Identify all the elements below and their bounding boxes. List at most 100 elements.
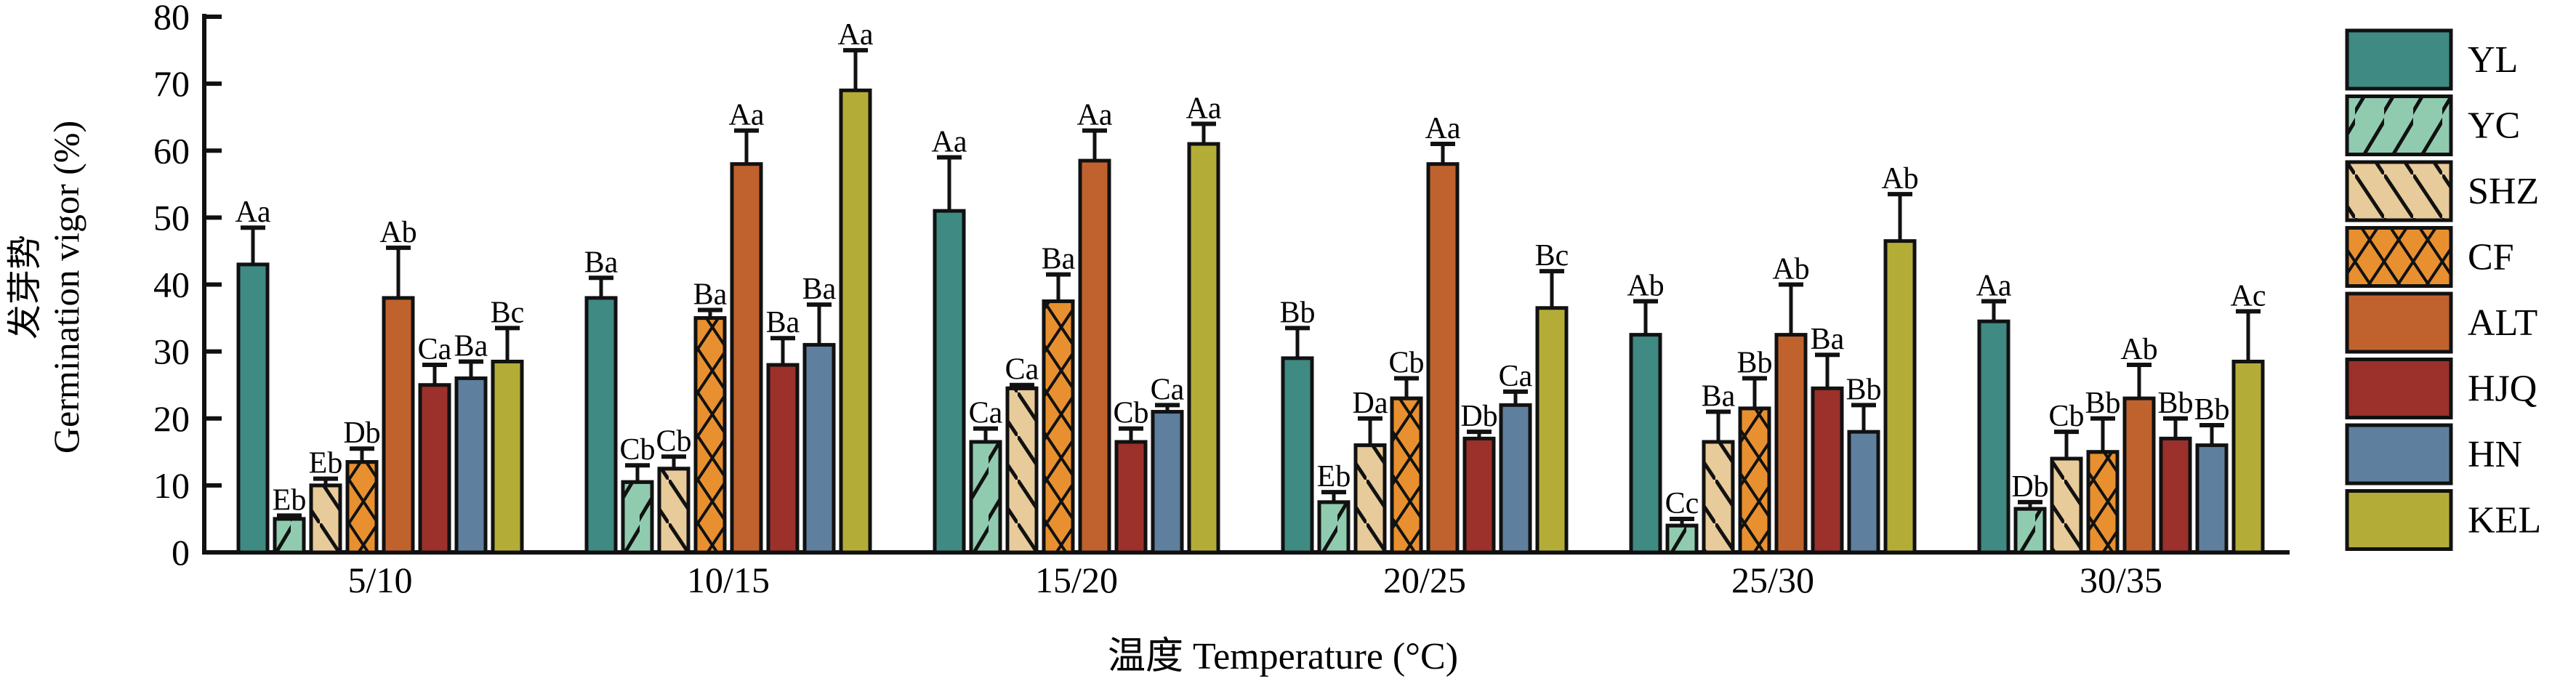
legend-label: HJQ <box>2468 368 2537 410</box>
x-tick-label: 10/15 <box>687 560 770 600</box>
significance-label: Cb <box>656 424 691 458</box>
legend-label: YC <box>2468 105 2520 147</box>
significance-label: Da <box>1353 387 1388 420</box>
legend-item-yl: YL <box>2345 28 2518 91</box>
bar-pattern <box>1005 386 1039 555</box>
bar-pattern <box>1738 406 1771 555</box>
significance-label: Ca <box>1151 373 1185 406</box>
significance-label: Bb <box>1846 373 1881 406</box>
bar-hjq <box>2159 436 2192 555</box>
y-tick-label: 60 <box>153 130 190 171</box>
y-tick-label: 70 <box>153 63 190 104</box>
bar-kel <box>1535 306 1569 555</box>
significance-label: Bb <box>2194 393 2229 427</box>
significance-label: Bb <box>2157 387 2193 420</box>
legend-label: HN <box>2468 434 2522 475</box>
significance-label: Eb <box>1317 460 1351 493</box>
bar-yl <box>1977 319 2011 555</box>
significance-label: Ba <box>802 273 837 306</box>
bar-alt <box>1426 162 1460 555</box>
legend-swatch <box>2345 358 2453 419</box>
legend-label: ALT <box>2468 302 2537 344</box>
significance-label: Aa <box>1077 99 1113 132</box>
significance-label: Cb <box>1113 397 1148 430</box>
bar-pattern <box>1665 523 1699 555</box>
bar-kel <box>1883 239 1917 555</box>
bar-hn <box>802 342 836 555</box>
significance-label: Ca <box>418 333 452 366</box>
legend-item-yc: YC <box>2345 94 2520 156</box>
bar-kel <box>491 359 524 555</box>
legend-swatch <box>2345 423 2453 485</box>
bar-hjq <box>1114 440 1148 555</box>
legend-label: KEL <box>2468 500 2541 541</box>
legend-swatch-pattern <box>2345 160 2453 222</box>
significance-label: Ca <box>1005 353 1039 387</box>
bar-hjq <box>766 363 800 555</box>
significance-label: Ba <box>1042 243 1076 276</box>
significance-label: Ba <box>766 306 800 339</box>
significance-label: Aa <box>838 18 874 52</box>
bar-kel <box>2231 359 2265 555</box>
y-tick-label: 40 <box>153 265 190 305</box>
legend: YL YC SHZ CF ALT HJQ HN KEL <box>2345 28 2541 551</box>
y-tick-label: 20 <box>153 398 190 439</box>
y-axis-label: Germination vigor (%) <box>46 121 86 454</box>
legend-label: CF <box>2468 237 2514 278</box>
significance-label: Ab <box>379 216 416 249</box>
bar-hn <box>2195 443 2229 555</box>
significance-label: Bb <box>1736 346 1772 379</box>
bar-hjq <box>1462 436 1496 555</box>
significance-label: Ab <box>1627 270 1664 303</box>
bar-hn <box>1847 430 1880 555</box>
bar-yl <box>584 296 618 555</box>
significance-label: Ac <box>2231 279 2266 313</box>
axes: 0 10 20 30 40 50 60 70 80 5/10 10/15 15/20 20/25 25/3… <box>153 0 2290 600</box>
bar-pattern <box>2050 456 2083 555</box>
bar-pattern <box>693 316 727 555</box>
significance-label: Aa <box>932 125 967 158</box>
legend-label: SHZ <box>2468 171 2539 212</box>
significance-label: Db <box>2011 470 2048 504</box>
significance-label: Ba <box>584 246 619 279</box>
legend-item-kel: KEL <box>2345 489 2541 551</box>
bar-pattern <box>621 480 654 555</box>
bar-yl <box>933 209 966 555</box>
significance-label: Ba <box>454 329 488 363</box>
significance-label: Eb <box>309 447 343 480</box>
significance-label: Aa <box>729 99 765 132</box>
bar-pattern <box>1390 396 1423 555</box>
bar-kel <box>1187 142 1220 555</box>
y-tick-label: 10 <box>153 465 190 506</box>
bar-pattern <box>273 517 306 555</box>
legend-label: YL <box>2468 39 2518 81</box>
legend-swatch-pattern <box>2345 94 2453 156</box>
y-tick-label: 50 <box>153 197 190 238</box>
legend-swatch <box>2345 489 2453 551</box>
legend-item-hn: HN <box>2345 423 2522 485</box>
legend-swatch <box>2345 28 2453 91</box>
bar-pattern <box>1702 440 1735 555</box>
bar-alt <box>2122 396 2156 555</box>
significance-label: Aa <box>1425 112 1461 145</box>
bar-alt <box>1078 158 1111 555</box>
significance-label: Cb <box>619 433 655 467</box>
bar-alt <box>382 296 415 555</box>
bar-yl <box>1629 333 1662 555</box>
bar-hjq <box>1811 386 1844 555</box>
x-tick-label: 25/30 <box>1731 560 1814 600</box>
significance-label: Bb <box>2085 387 2120 420</box>
bar-pattern <box>309 483 342 555</box>
y-tick-label: 0 <box>172 532 190 573</box>
x-tick-label: 30/35 <box>2080 560 2162 600</box>
significance-label: Bc <box>1535 239 1569 273</box>
x-tick-label: 15/20 <box>1035 560 1118 600</box>
significance-label: Db <box>343 416 380 450</box>
significance-label: Aa <box>1976 270 2012 303</box>
legend-swatch-pattern <box>2345 226 2453 288</box>
bar-pattern <box>657 467 691 555</box>
bar-hn <box>454 376 488 555</box>
y-axis-label-cn: 发芽势 <box>6 235 44 339</box>
bar-pattern <box>1317 500 1351 555</box>
